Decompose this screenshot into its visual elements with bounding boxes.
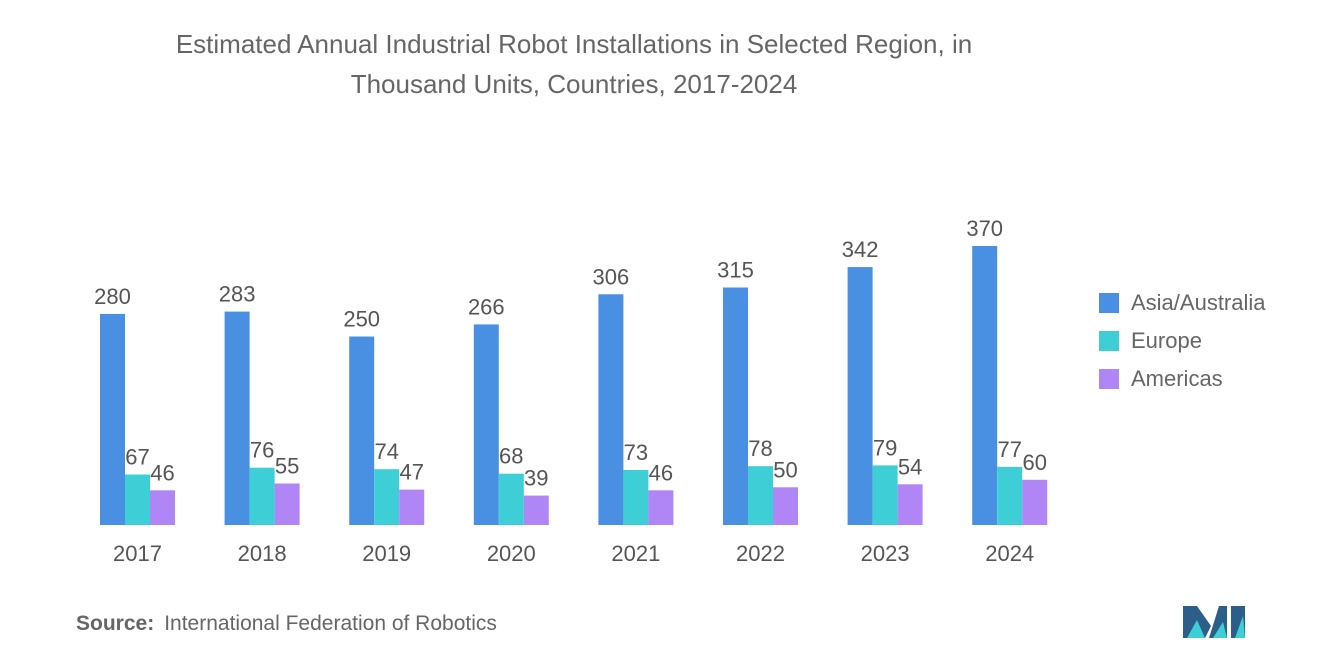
bar-europe-2024[interactable]	[997, 466, 1023, 525]
x-axis-ticks: 2017 2018 2019 2020 2021 2022 2023 2024	[113, 541, 1034, 566]
bar-asia-australia-2024[interactable]	[972, 246, 998, 525]
data-label-americas-2019: 47	[399, 460, 423, 485]
bar-americas-2020[interactable]	[523, 495, 549, 525]
legend-label: Asia/Australia	[1131, 290, 1266, 315]
legend: Asia/Australia Europe Americas	[1099, 284, 1266, 398]
data-label-asia-australia-2023: 342	[842, 237, 879, 262]
x-tick-label-2023: 2023	[861, 541, 910, 566]
chart-title-line-2: Thousand Units, Countries, 2017-2024	[350, 69, 798, 99]
data-label-europe-2022: 78	[748, 436, 772, 461]
data-label-asia-australia-2024: 370	[966, 216, 1003, 241]
legend-swatch-asia-australia	[1099, 293, 1119, 313]
bar-asia-australia-2022[interactable]	[723, 287, 748, 526]
legend-label: Europe	[1131, 328, 1202, 353]
data-label-asia-australia-2017: 280	[94, 284, 131, 309]
legend-item-europe[interactable]: Europe	[1099, 322, 1266, 360]
bar-europe-2018[interactable]	[249, 467, 275, 525]
bar-americas-2022[interactable]	[773, 487, 798, 525]
x-tick-label-2021: 2021	[611, 541, 660, 566]
x-tick-label-2018: 2018	[238, 541, 287, 566]
data-label-americas-2024: 60	[1022, 450, 1046, 475]
data-label-europe-2021: 73	[624, 440, 648, 465]
legend-swatch-europe	[1099, 331, 1119, 351]
data-label-europe-2023: 79	[873, 435, 897, 460]
bar-europe-2022[interactable]	[748, 466, 773, 525]
data-label-asia-australia-2021: 306	[593, 264, 630, 289]
bar-asia-australia-2021[interactable]	[598, 294, 624, 525]
data-label-asia-australia-2020: 266	[468, 294, 505, 319]
bar-americas-2018[interactable]	[274, 483, 300, 526]
x-tick-label-2017: 2017	[113, 541, 162, 566]
bar-asia-australia-2019[interactable]	[349, 336, 375, 526]
bar-europe-2021[interactable]	[623, 470, 649, 525]
bar-europe-2020[interactable]	[498, 473, 524, 525]
data-label-asia-australia-2019: 250	[343, 307, 380, 332]
data-label-americas-2020: 39	[524, 466, 548, 491]
chart-title: Estimated Annual Industrial Robot Instal…	[0, 24, 1148, 104]
bar-asia-australia-2020[interactable]	[473, 324, 499, 525]
bar-europe-2019[interactable]	[374, 469, 400, 525]
chart-title-line-1: Estimated Annual Industrial Robot Instal…	[175, 29, 973, 59]
bar-europe-2017[interactable]	[125, 474, 150, 526]
data-label-europe-2019: 74	[374, 439, 398, 464]
legend-item-americas[interactable]: Americas	[1099, 360, 1266, 398]
data-label-europe-2020: 68	[499, 444, 523, 469]
source-text: International Federation of Robotics	[164, 612, 497, 635]
bar-europe-2023[interactable]	[872, 465, 898, 525]
mordor-intelligence-logo-icon	[1183, 606, 1245, 638]
legend-item-asia-australia[interactable]: Asia/Australia	[1099, 284, 1266, 322]
bar-asia-australia-2017[interactable]	[100, 313, 125, 525]
bar-americas-2024[interactable]	[1022, 479, 1048, 525]
x-tick-label-2022: 2022	[736, 541, 785, 566]
x-tick-label-2024: 2024	[985, 541, 1034, 566]
data-label-asia-australia-2022: 315	[717, 258, 754, 283]
bar-americas-2019[interactable]	[399, 489, 425, 525]
data-label-americas-2017: 46	[150, 460, 174, 485]
data-label-americas-2023: 54	[898, 454, 922, 479]
bar-americas-2021[interactable]	[648, 490, 674, 525]
source-label: Source:	[76, 612, 155, 635]
data-label-europe-2017: 67	[125, 445, 149, 470]
data-labels-layer: 2806746283765525074472666839306734631578…	[94, 216, 1047, 491]
data-label-europe-2024: 77	[997, 437, 1021, 462]
x-tick-label-2019: 2019	[362, 541, 411, 566]
data-label-europe-2018: 76	[250, 438, 274, 463]
data-label-asia-australia-2018: 283	[219, 282, 256, 307]
bar-americas-2023[interactable]	[897, 484, 923, 525]
data-label-americas-2022: 50	[773, 457, 797, 482]
bar-asia-australia-2023[interactable]	[847, 267, 873, 525]
bar-americas-2017[interactable]	[150, 490, 175, 525]
legend-label: Americas	[1131, 366, 1223, 391]
bars-layer	[100, 246, 1048, 526]
data-label-americas-2021: 46	[649, 460, 673, 485]
data-label-americas-2018: 55	[275, 454, 299, 479]
x-tick-label-2020: 2020	[487, 541, 536, 566]
source-note: Source: International Federation of Robot…	[76, 612, 497, 636]
legend-swatch-americas	[1099, 369, 1119, 389]
bar-asia-australia-2018[interactable]	[224, 311, 250, 525]
